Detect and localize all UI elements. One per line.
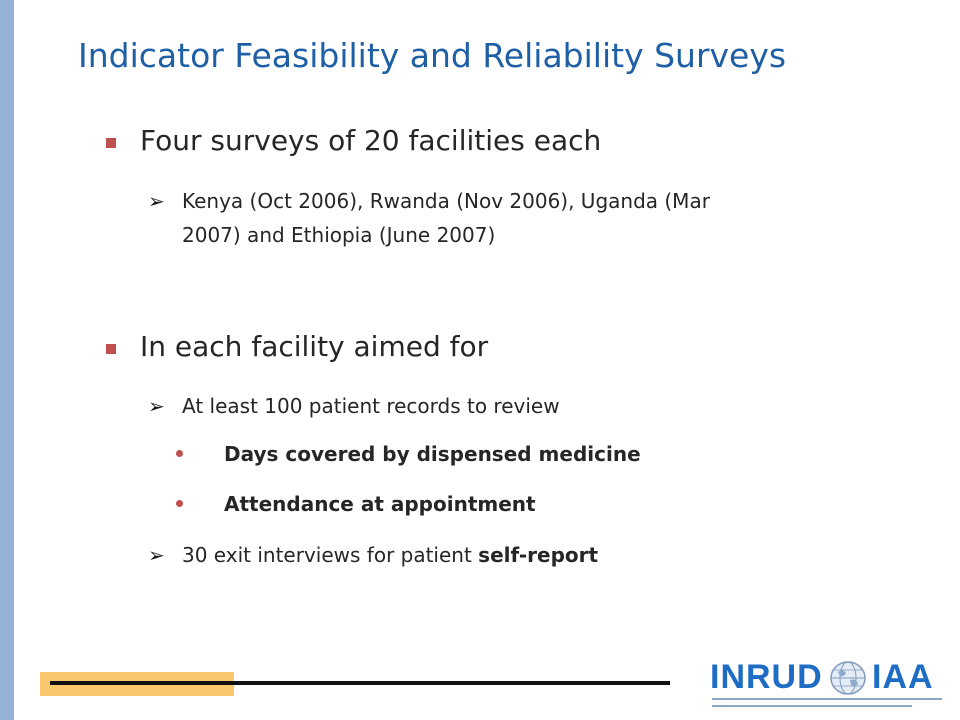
bullet-text: In each facility aimed for <box>140 330 489 363</box>
footer-rule <box>50 681 670 685</box>
inrud-iaa-logo: INRUD IAA <box>706 656 952 716</box>
side-accent-bar <box>0 0 14 720</box>
detail-text: Attendance at appointment <box>224 492 536 516</box>
subbullet-text: At least 100 patient records to review <box>182 394 560 418</box>
subbullet-text-line2: 2007) and Ethiopia (June 2007) <box>182 223 496 247</box>
square-bullet-icon <box>106 138 116 148</box>
arrow-bullet-icon: ➢ <box>148 394 165 418</box>
logo-fine-print <box>712 698 950 714</box>
logo-text-left: INRUD <box>710 658 823 696</box>
slide-title: Indicator Feasibility and Reliability Su… <box>78 36 787 75</box>
arrow-bullet-icon: ➢ <box>148 189 165 213</box>
subbullet-text: 30 exit interviews for patient self-repo… <box>182 538 598 572</box>
globe-icon <box>830 661 866 695</box>
subbullet-text-bold: self-report <box>478 543 599 567</box>
arrow-bullet-icon: ➢ <box>148 543 165 567</box>
square-bullet-icon <box>106 344 116 354</box>
dot-bullet-icon <box>176 500 183 507</box>
bullet-text: Four surveys of 20 facilities each <box>140 124 602 157</box>
subbullet-text-line1: Kenya (Oct 2006), Rwanda (Nov 2006), Uga… <box>182 189 710 213</box>
dot-bullet-icon <box>176 450 183 457</box>
detail-text: Days covered by dispensed medicine <box>224 442 641 466</box>
subbullet-text-plain: 30 exit interviews for patient <box>182 543 479 567</box>
logo-text-right: IAA <box>872 658 934 696</box>
